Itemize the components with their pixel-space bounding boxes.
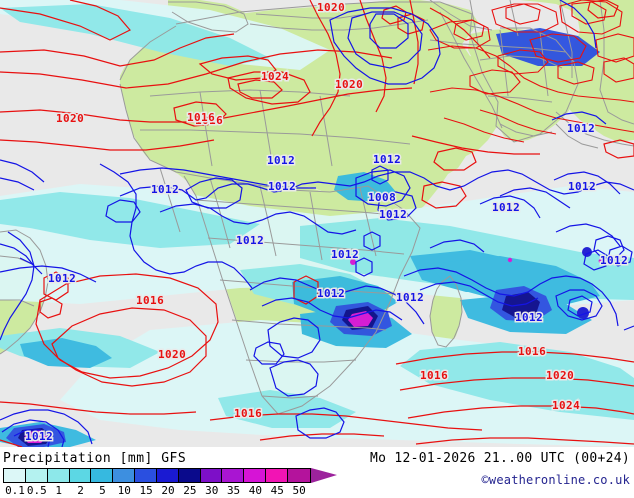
isobar-label: 1012: [492, 201, 520, 214]
colorbar-swatches[interactable]: [3, 468, 311, 483]
colorbar-tick: 0.1: [5, 484, 25, 497]
colorbar-tick: 35: [226, 484, 241, 497]
isobar-label: 1012: [151, 183, 179, 196]
colorbar-tick: 45: [270, 484, 284, 497]
isobar-label: 1016: [234, 407, 262, 420]
isobars-high-pressure: [0, 0, 634, 447]
colorbar-swatch[interactable]: [200, 469, 223, 482]
colorbar-swatch[interactable]: [156, 469, 179, 482]
colorbar-swatch[interactable]: [287, 469, 310, 482]
isobar-label: 1016: [195, 114, 223, 127]
isobar-label: 1012: [317, 287, 345, 300]
colorbar-tick: 50: [292, 484, 306, 497]
precipitation-map[interactable]: 1020 1016 1012 1012 1016 1020 1016 1020 1024 1020…: [0, 0, 634, 447]
colorbar-tick: 20: [161, 484, 175, 497]
copyright-notice: ©weatheronline.co.uk: [481, 473, 630, 487]
isobar-label: 1012: [267, 154, 295, 167]
colorbar-tick: 1: [55, 484, 63, 497]
isobar-label: 1012: [331, 248, 359, 261]
colorbar-tick: 5: [99, 484, 106, 497]
isobars-low-pressure: [0, 0, 634, 447]
colorbar-swatch[interactable]: [4, 469, 26, 482]
isobar-label: 1016: [187, 111, 215, 124]
colorbar-tick: 25: [183, 484, 197, 497]
isobar-label: 1012: [48, 272, 76, 285]
isobar-label: 1012: [396, 291, 424, 304]
colorbar-swatch[interactable]: [222, 469, 245, 482]
colorbar-tick: 0.5: [26, 484, 47, 497]
isobar-label-group: 1020 101610121012101610201016102010241020…: [24, 0, 630, 445]
colorbar-swatch[interactable]: [178, 469, 201, 482]
isobar-label: 1024: [261, 70, 289, 83]
colorbar-swatch[interactable]: [47, 469, 70, 482]
isobar-label: 1012: [600, 254, 628, 267]
isobar-label: 1016: [420, 369, 448, 382]
isobar-label: 1012: [567, 122, 595, 135]
colorbar-swatch[interactable]: [25, 469, 48, 482]
isobar-label: 1012: [515, 311, 543, 324]
precipitation-layer: [0, 0, 634, 447]
colorbar-tick: 10: [117, 484, 131, 497]
page-title: Precipitation [mm] GFS: [3, 451, 187, 466]
isobar-label: 1012: [568, 180, 596, 193]
model-run-info: Mo 12-01-2026 21..00 UTC (00+24): [369, 451, 630, 466]
map-footer: Precipitation [mm] GFS Mo 12-01-2026 21.…: [0, 447, 634, 497]
isobar-label: 1020: [56, 112, 84, 125]
colorbar-tick: 2: [77, 484, 84, 497]
colorbar-swatch[interactable]: [113, 469, 136, 482]
isobar-label: 1012: [373, 153, 401, 166]
map-canvas: 1020 101610121012101610201016102010241020…: [0, 0, 634, 447]
country-borders: [0, 0, 634, 415]
colorbar-swatch[interactable]: [244, 469, 267, 482]
isobar-label: 1020: [317, 1, 345, 14]
colorbar-legend[interactable]: 0.1 0.5 1 2 5 10 15 20 25 30 35 40 45 50: [3, 468, 343, 497]
colorbar-tick: 15: [139, 484, 153, 497]
isobar-label: 1016: [518, 345, 546, 358]
colorbar-swatch[interactable]: [91, 469, 114, 482]
isobar-label: 1020: [546, 369, 574, 382]
colorbar-swatch[interactable]: [69, 469, 92, 482]
colorbar-overflow-arrow-icon: [311, 468, 337, 483]
colorbar-tick: 30: [205, 484, 219, 497]
isobar-label: 1020: [335, 78, 363, 91]
isobar-label: 1012: [379, 208, 407, 221]
isobar-label: 1012: [236, 234, 264, 247]
isobar-label: 1012: [268, 180, 296, 193]
isobar-label: 1012: [25, 430, 53, 443]
colorbar-tick-labels: 0.1 0.5 1 2 5 10 15 20 25 30 35 40 45 50: [3, 484, 343, 498]
colorbar-swatch[interactable]: [135, 469, 157, 482]
isobar-label: 1020: [158, 348, 186, 361]
isobar-label: 1016: [136, 294, 164, 307]
isobar-label: 1008: [368, 191, 396, 204]
isobar-label: 1024: [552, 399, 580, 412]
colorbar-tick: 40: [248, 484, 263, 497]
colorbar-swatch[interactable]: [266, 469, 288, 482]
